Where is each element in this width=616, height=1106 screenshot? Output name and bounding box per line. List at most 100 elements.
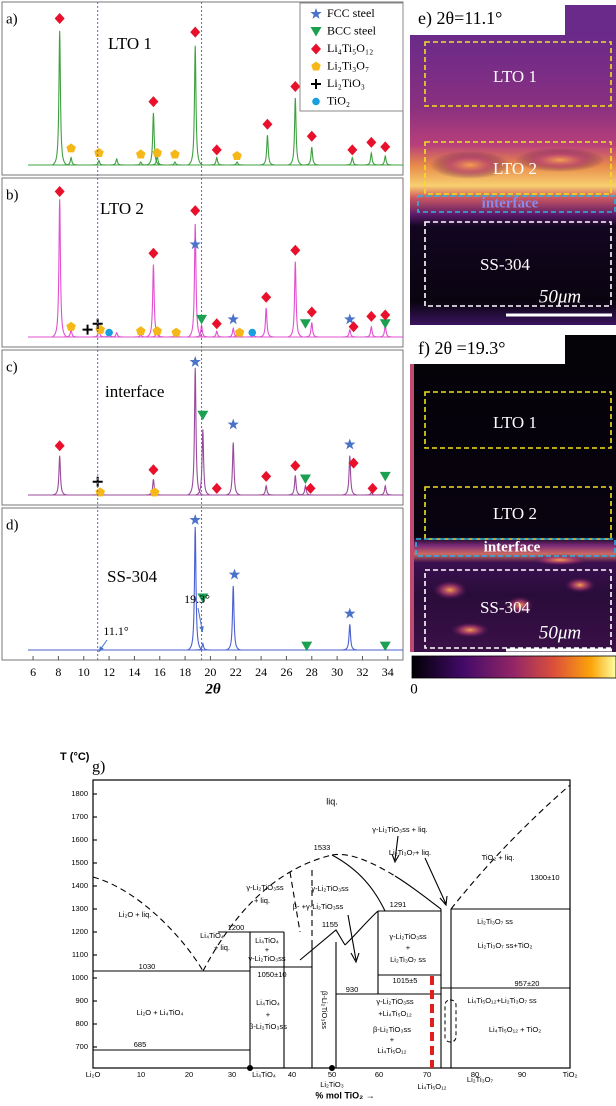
legend-label: Li₂Ti₃O₇ (327, 58, 369, 72)
panel-frame (1, 177, 404, 348)
x-tick-label: 32 (356, 665, 368, 679)
region-label: liq. (326, 796, 338, 806)
region-label: β-Li₂TiO₃ss (249, 1022, 287, 1031)
region-label: Li₂Ti₃O₇ ss (477, 917, 513, 926)
marker (54, 440, 65, 452)
region-label: Li₂Ti₃O₇+ liq. (389, 848, 431, 857)
x-tick-label: 28 (306, 665, 318, 679)
peak (109, 331, 125, 338)
annotation-arrowhead (98, 646, 104, 652)
x-tick-label: 12 (103, 665, 115, 679)
marker (152, 147, 162, 157)
hotspot (530, 554, 590, 566)
marker (311, 61, 321, 71)
colorbar-label: 0 (410, 681, 418, 697)
legend-label: Li₄Ti₅O₁₂ (327, 41, 373, 55)
marker (348, 321, 359, 333)
marker (227, 418, 239, 430)
region-label: + (266, 1010, 271, 1019)
marker (171, 327, 181, 337)
peak (145, 479, 162, 496)
legend-label: Li₂TiO₃ (327, 76, 365, 90)
x-tick-label: 10 (137, 1070, 145, 1079)
marker (135, 149, 146, 159)
marker (190, 26, 201, 38)
marker (261, 291, 272, 303)
panel-letter: g) (92, 759, 105, 776)
region-label: + (406, 943, 411, 952)
marker (290, 80, 301, 92)
legend-label: BCC steel (327, 23, 377, 37)
annotation-arrowhead (199, 626, 204, 632)
x-tick-label: 70 (423, 1070, 431, 1079)
peak (145, 264, 162, 338)
marker (306, 130, 317, 142)
region-label: Li₂Ti₃O₇ ss (390, 955, 426, 964)
peak (51, 455, 68, 496)
hotspot (515, 148, 605, 172)
y-tick-label: 1300 (71, 904, 88, 913)
peak (225, 326, 241, 338)
x-tick-label: 14 (128, 665, 140, 679)
peak (167, 161, 183, 166)
region-label: + (390, 1035, 395, 1044)
region-label: SS-304 (480, 255, 531, 274)
y-tick-label: 800 (75, 1019, 88, 1028)
marker (306, 306, 317, 318)
x-tick-label: 8 (55, 665, 61, 679)
peak (287, 475, 303, 496)
panel-frame (1, 507, 404, 661)
y-tick-label: 1600 (71, 835, 88, 844)
hotspot (564, 577, 596, 593)
marker (348, 457, 359, 469)
peak (195, 429, 211, 496)
boundary (311, 942, 337, 1068)
annotation: 11.1° (103, 624, 129, 638)
region-label: 1533 (314, 843, 331, 852)
marker (197, 593, 209, 603)
region-label: γ-Li₂TiO₃ss (246, 883, 284, 892)
hotspot (450, 622, 490, 638)
marker (366, 136, 377, 148)
x-tick-label: 50 (328, 1070, 336, 1079)
marker (261, 470, 272, 482)
marker (211, 144, 222, 156)
marker (311, 43, 321, 55)
region-label: Li₄Ti₅O₁₂+Li₂Ti₃O₇ ss (467, 996, 537, 1005)
marker (227, 313, 239, 325)
marker (152, 326, 162, 336)
y-tick-label: 1400 (71, 881, 88, 890)
marker (367, 482, 378, 494)
peak (287, 97, 304, 166)
x-tick-label: 26 (280, 665, 292, 679)
region-label: LTO 1 (493, 67, 537, 86)
region-label: 685 (134, 1040, 147, 1049)
region-label: 1015±5 (393, 976, 418, 985)
region-label: + liq. (214, 943, 230, 952)
x-tick-label: 90 (518, 1070, 526, 1079)
marker (344, 313, 356, 325)
region-box (424, 391, 612, 449)
heatmap (410, 35, 616, 325)
peak (187, 526, 204, 651)
peak (287, 261, 304, 338)
marker (379, 319, 391, 329)
phase-diagram: T (°C) g) % mol TiO₂ → (60, 751, 577, 1100)
hotspot (432, 580, 468, 600)
x-tick-label: 34 (382, 665, 394, 679)
region-label: + liq. (254, 896, 270, 905)
region-box (424, 569, 612, 649)
marker (211, 482, 222, 494)
x-tick-label: TiO₂ (563, 1070, 578, 1079)
marker (305, 482, 316, 494)
legend-label: FCC steel (327, 6, 375, 20)
marker (95, 487, 105, 497)
marker (189, 514, 201, 525)
marker (290, 244, 301, 256)
region-label: γ-Li₂TiO₃ss (248, 954, 286, 963)
region-box (424, 221, 612, 307)
marker (248, 328, 257, 337)
compound-label: Li₂Ti₃O₇ (467, 1075, 494, 1084)
marker (148, 96, 159, 108)
